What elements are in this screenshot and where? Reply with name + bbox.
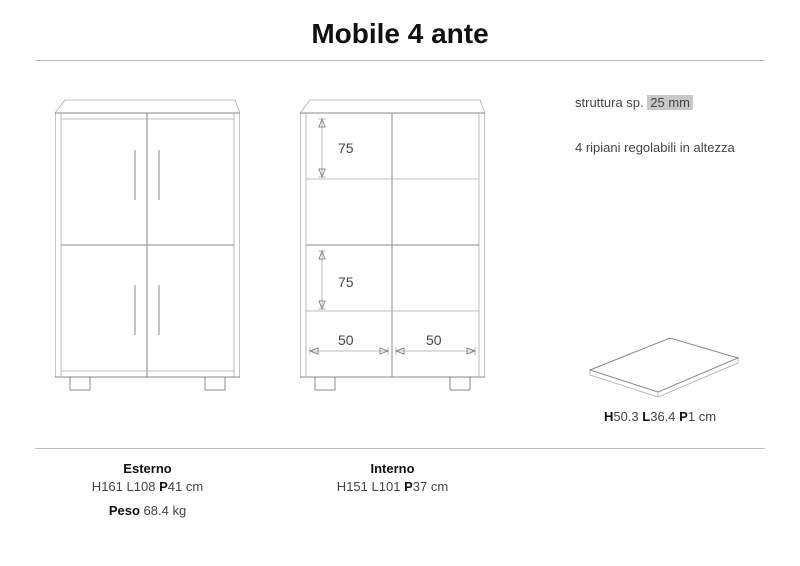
internal-label: Interno H151 L101 P37 cm: [300, 460, 485, 496]
page: Mobile 4 ante: [0, 0, 800, 566]
shelf-label: H50.3 L36.4 P1 cm: [570, 408, 750, 426]
int-h: 151: [346, 479, 368, 494]
shelf-h: 50.3: [613, 409, 638, 424]
svg-text:75: 75: [338, 274, 354, 290]
int-l: 101: [379, 479, 401, 494]
weight-label: Peso: [109, 503, 140, 518]
shelf-drawing: [570, 320, 750, 410]
svg-text:50: 50: [338, 332, 354, 348]
shelf-l: 36.4: [650, 409, 675, 424]
internal-title: Interno: [370, 461, 414, 476]
structure-note: struttura sp. 25 mm: [575, 95, 785, 110]
page-title: Mobile 4 ante: [0, 18, 800, 50]
notes: struttura sp. 25 mm 4 ripiani regolabili…: [575, 95, 785, 155]
structure-label: struttura sp.: [575, 95, 644, 110]
svg-text:75: 75: [338, 140, 354, 156]
structure-value: 25 mm: [647, 95, 693, 110]
external-title: Esterno: [123, 461, 171, 476]
external-label: Esterno H161 L108 P41 cm Peso 68.4 kg: [55, 460, 240, 521]
svg-text:50: 50: [426, 332, 442, 348]
rule-top: [35, 60, 765, 61]
ext-l: 108: [134, 479, 156, 494]
shelves-note: 4 ripiani regolabili in altezza: [575, 140, 785, 155]
weight-value: 68.4: [144, 503, 169, 518]
int-p: 37: [413, 479, 427, 494]
shelf-p: 1: [688, 409, 695, 424]
internal-drawing: 75 75 50 50: [300, 95, 485, 395]
ext-h: 161: [101, 479, 123, 494]
rule-bottom: [35, 448, 765, 449]
ext-p: 41: [168, 479, 182, 494]
external-drawing: [55, 95, 240, 395]
